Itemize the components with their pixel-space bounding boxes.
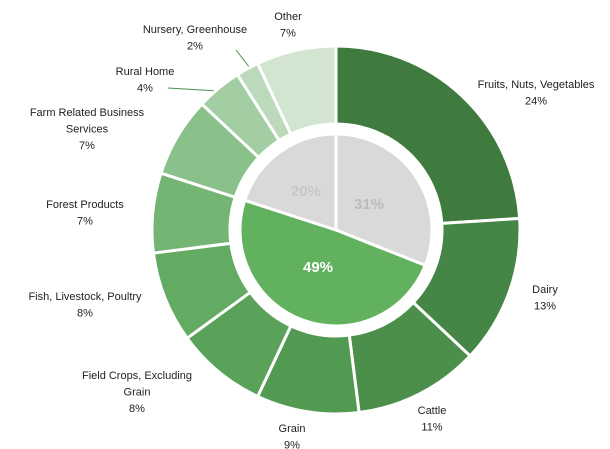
value-label: 9% xyxy=(284,439,300,449)
category-label: Cattle xyxy=(418,405,447,417)
category-label: Rural Home xyxy=(116,66,175,78)
value-label: 8% xyxy=(77,307,93,319)
value-label: 8% xyxy=(129,403,145,415)
value-label: 7% xyxy=(79,140,95,152)
value-label: 4% xyxy=(137,82,153,94)
category-label: Services xyxy=(66,123,109,135)
inner-label: 20% xyxy=(291,183,321,200)
inner-segment xyxy=(238,198,428,328)
category-label: Nursery, Greenhouse xyxy=(143,24,247,36)
leader-line xyxy=(167,87,219,92)
category-label: Field Crops, Excluding xyxy=(82,370,192,382)
category-label: Fruits, Nuts, Vegetables xyxy=(478,79,595,91)
category-label: Farm Related Business xyxy=(30,107,145,119)
inner-segment xyxy=(242,132,338,233)
category-label: Other xyxy=(274,11,302,23)
value-label: 13% xyxy=(534,300,556,312)
value-label: 24% xyxy=(525,95,547,107)
category-label: Forest Products xyxy=(46,199,124,211)
outer-segment xyxy=(334,44,522,225)
value-label: 2% xyxy=(187,40,203,52)
inner-label: 49% xyxy=(303,259,333,276)
value-label: 7% xyxy=(77,215,93,227)
category-label: Grain xyxy=(124,386,151,398)
value-label: 7% xyxy=(280,27,296,39)
outer-segment xyxy=(255,44,338,137)
leader-line xyxy=(235,49,251,69)
category-label: Grain xyxy=(279,423,306,435)
inner-segment xyxy=(334,132,434,268)
category-label: Fish, Livestock, Poultry xyxy=(28,291,142,303)
category-label: Dairy xyxy=(532,284,558,296)
inner-label: 31% xyxy=(354,196,384,213)
value-label: 11% xyxy=(421,421,442,433)
